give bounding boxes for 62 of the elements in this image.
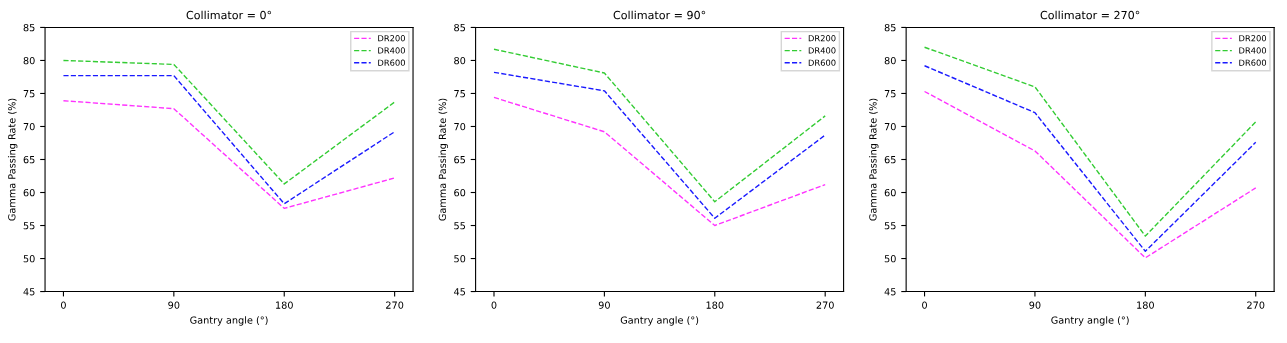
y-tick-label: 45 bbox=[453, 288, 466, 296]
line-series bbox=[62, 100, 396, 210]
line-series bbox=[923, 90, 1257, 259]
x-tick-label: 270 bbox=[1247, 301, 1265, 309]
legend-label: DR200 bbox=[1239, 35, 1267, 42]
y-tick-label: 80 bbox=[23, 56, 35, 65]
y-tick-label: 65 bbox=[23, 155, 35, 164]
y-tick-label: 60 bbox=[884, 188, 896, 197]
line-series bbox=[493, 71, 826, 219]
y-tick-label: 85 bbox=[454, 23, 466, 32]
x-tick-label: 90 bbox=[168, 301, 180, 309]
x-tick-label: 90 bbox=[598, 301, 610, 309]
y-tick-label: 45 bbox=[23, 288, 35, 296]
y-tick-label: 60 bbox=[23, 188, 35, 197]
y-tick-label: 55 bbox=[454, 222, 466, 230]
legend-label: DR600 bbox=[1239, 59, 1267, 66]
legend-label: DR400 bbox=[808, 47, 836, 54]
x-tick-label: 90 bbox=[1029, 301, 1041, 309]
y-tick-label: 50 bbox=[454, 255, 466, 263]
x-tick-label: 270 bbox=[386, 301, 404, 309]
chart-title: Collimator = 0° bbox=[186, 10, 272, 20]
x-axis-title: Gantry angle (°) bbox=[190, 316, 268, 326]
y-tick-label: 50 bbox=[884, 255, 896, 263]
legend-label: DR200 bbox=[378, 35, 405, 42]
x-tick-label: 180 bbox=[1137, 301, 1154, 309]
y-tick-label: 85 bbox=[884, 23, 896, 32]
y-tick-label: 65 bbox=[884, 155, 896, 164]
y-axis-title: Gamma Passing Rate (%) bbox=[438, 98, 448, 221]
legend-label: DR400 bbox=[1239, 47, 1267, 54]
x-tick-label: 180 bbox=[276, 301, 293, 309]
legend-label: DR600 bbox=[808, 59, 836, 66]
y-tick-label: 70 bbox=[23, 122, 35, 131]
y-tick-label: 65 bbox=[454, 155, 466, 164]
chart-title: Collimator = 90° bbox=[613, 10, 706, 20]
legend-label: DR400 bbox=[378, 47, 405, 54]
y-axis-title: Gamma Passing Rate (%) bbox=[869, 98, 879, 221]
y-axis-title: Gamma Passing Rate (%) bbox=[7, 98, 18, 221]
y-tick-label: 80 bbox=[884, 56, 896, 65]
y-tick-label: 50 bbox=[23, 255, 35, 263]
y-tick-label: 55 bbox=[884, 222, 896, 230]
x-axis-title: Gantry angle (°) bbox=[620, 316, 699, 326]
y-tick-label: 55 bbox=[23, 222, 35, 230]
line-series bbox=[923, 65, 1257, 252]
x-tick-label: 0 bbox=[922, 301, 927, 309]
x-tick-label: 0 bbox=[491, 301, 497, 309]
y-tick-label: 75 bbox=[884, 90, 896, 98]
legend-label: DR200 bbox=[808, 35, 836, 42]
y-tick-label: 70 bbox=[454, 122, 466, 131]
x-axis-title: Gantry angle (°) bbox=[1051, 316, 1129, 326]
legend-label: DR600 bbox=[378, 59, 405, 66]
x-tick-label: 270 bbox=[816, 301, 834, 309]
y-tick-label: 45 bbox=[884, 288, 896, 296]
y-tick-label: 80 bbox=[454, 56, 466, 65]
y-tick-label: 75 bbox=[23, 90, 35, 98]
line-series bbox=[493, 96, 826, 227]
y-tick-label: 85 bbox=[23, 23, 35, 32]
y-tick-label: 75 bbox=[454, 90, 466, 98]
x-tick-label: 0 bbox=[60, 301, 66, 309]
x-tick-label: 180 bbox=[706, 301, 724, 309]
y-tick-label: 70 bbox=[884, 122, 896, 131]
y-tick-label: 60 bbox=[454, 188, 466, 197]
chart-title: Collimator = 270° bbox=[1040, 10, 1140, 20]
